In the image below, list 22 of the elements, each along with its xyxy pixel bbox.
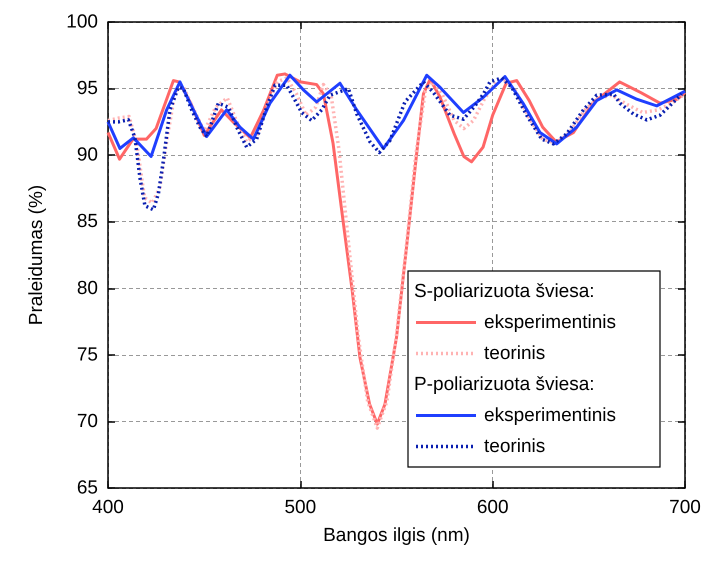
line-series <box>106 74 686 158</box>
y-tick-label: 95 <box>76 78 98 100</box>
x-tick-label: 400 <box>92 497 124 518</box>
y-axis-title: Praleidumas (%) <box>26 184 47 326</box>
y-tick-label: 75 <box>76 344 98 366</box>
annotation: P-poliarizuota šviesa: <box>414 374 595 395</box>
legend-label: teorinis <box>484 436 546 457</box>
y-tick-label: 90 <box>76 144 98 166</box>
legend-label: teorinis <box>484 343 546 364</box>
legend-label: eksperimentinis <box>484 312 616 333</box>
y-tick-label: 100 <box>66 12 98 32</box>
y-tick-label: 85 <box>76 211 98 232</box>
x-tick-label: 500 <box>284 497 316 518</box>
line-series <box>106 76 684 212</box>
annotation: S-poliarizuota šviesa: <box>414 281 595 302</box>
y-tick-label: 65 <box>76 478 98 498</box>
y-tick-label: 70 <box>76 410 98 432</box>
x-axis-title: Bangos ilgis (nm) <box>323 525 470 546</box>
y-tick-label: 80 <box>76 278 98 299</box>
legend-label: eksperimentinis <box>484 405 616 426</box>
x-tick-label: 700 <box>669 497 701 518</box>
x-tick-label: 600 <box>476 497 509 518</box>
